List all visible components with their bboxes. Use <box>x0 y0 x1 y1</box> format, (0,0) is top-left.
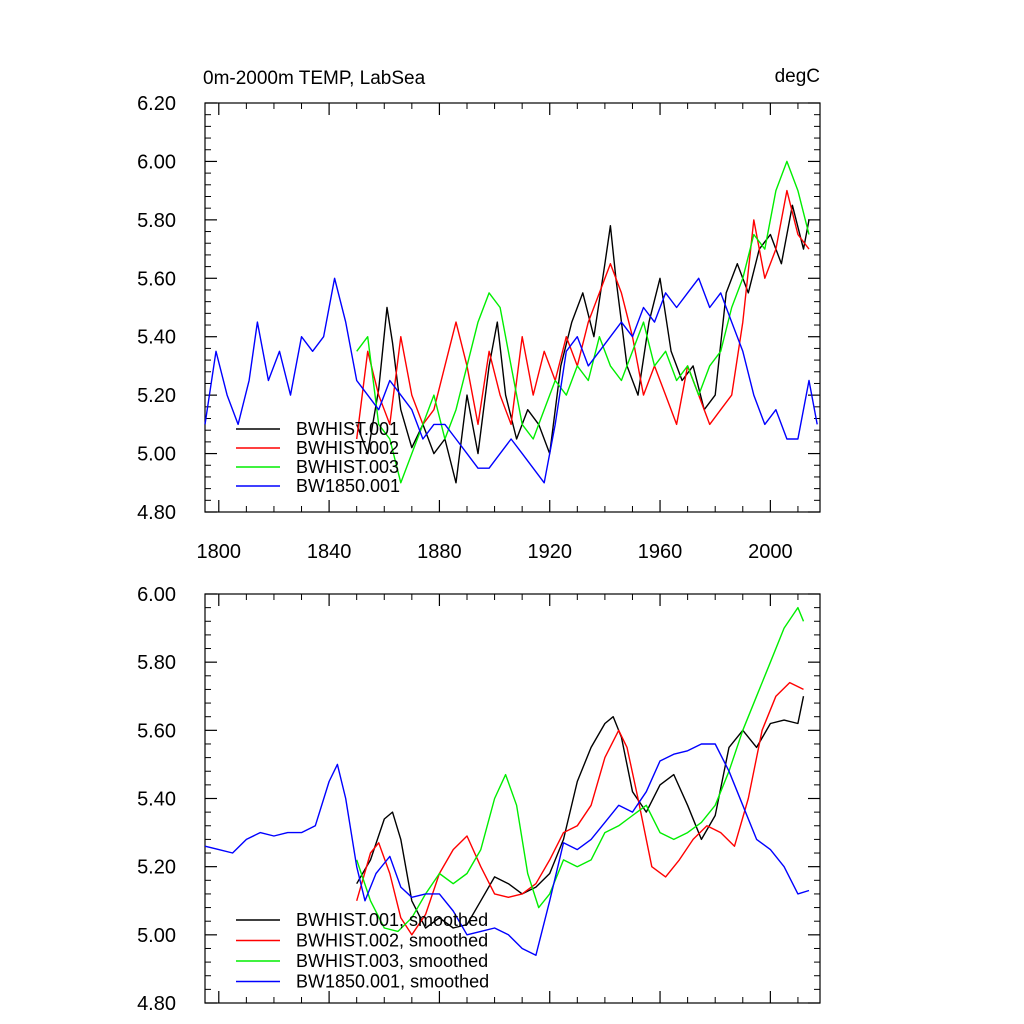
x-tick-label: 1960 <box>638 541 683 563</box>
y-tick-label: 4.80 <box>137 502 176 524</box>
series-line-bwhist-001 <box>356 696 805 929</box>
legend-label: BWHIST.001 <box>296 419 399 439</box>
y-tick-label: 6.00 <box>137 151 176 173</box>
x-tick-label: 1920 <box>527 541 572 563</box>
x-tick-label: 2000 <box>748 541 793 563</box>
y-tick-label: 5.80 <box>137 652 176 674</box>
legend-label: BWHIST.002 <box>296 438 399 458</box>
legend-label: BWHIST.002, smoothed <box>296 931 488 951</box>
series-line-bwhist-002 <box>356 681 804 936</box>
y-tick-label: 5.20 <box>137 385 176 407</box>
y-tick-label: 5.60 <box>137 720 176 742</box>
legend-label: BW1850.001, smoothed <box>296 972 489 992</box>
y-tick-label: 5.40 <box>137 327 176 349</box>
series-line-bw1850-001 <box>204 743 810 956</box>
legend-label: BWHIST.001, smoothed <box>296 910 488 930</box>
plot-frame <box>204 102 821 513</box>
y-tick-label: 5.60 <box>137 268 176 290</box>
y-tick-label: 5.40 <box>137 789 176 811</box>
series-line-bw1850-001 <box>204 277 818 484</box>
y-tick-label: 6.20 <box>137 93 176 115</box>
legend-label: BWHIST.003, smoothed <box>296 951 488 971</box>
y-tick-label: 5.80 <box>137 210 176 232</box>
x-tick-label: 1880 <box>417 541 462 563</box>
top-panel-raw-series: 4.80 5.00 5.20 5.40 5.60 5.80 6.00 6.20 1800 1840… <box>137 93 821 563</box>
x-tick-label: 1800 <box>197 541 242 563</box>
series-line-bwhist-003 <box>356 160 810 484</box>
y-tick-label: 5.00 <box>137 444 176 466</box>
series-line-bwhist-002 <box>356 189 810 440</box>
y-tick-label: 4.80 <box>137 993 176 1015</box>
legend-label: BW1850.001 <box>296 476 400 496</box>
bottom-panel-smoothed-series: 4.80 5.00 5.20 5.40 5.60 5.80 6.00 BWHIST.001, … <box>137 584 821 1015</box>
y-tick-label: 5.00 <box>137 925 176 947</box>
legend-label: BWHIST.003 <box>296 457 399 477</box>
x-tick-label: 1840 <box>307 541 352 563</box>
series-line-bwhist-003 <box>356 606 805 933</box>
chart-title: 0m-2000m TEMP, LabSea <box>203 68 426 89</box>
units-label: degC <box>775 66 820 87</box>
y-tick-label: 6.00 <box>137 584 176 606</box>
y-tick-label: 5.20 <box>137 857 176 879</box>
